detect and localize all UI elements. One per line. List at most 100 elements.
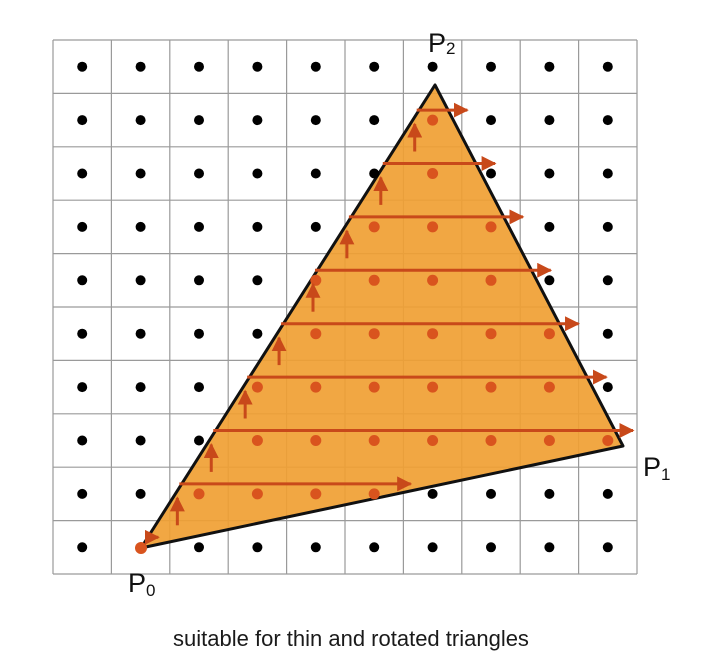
pixel-center [486, 115, 496, 126]
pixel-center [486, 488, 496, 499]
pixel-center [369, 61, 380, 72]
pixel-center [135, 115, 146, 126]
vertex-label-p1: P1 [643, 452, 671, 484]
pixel-center [135, 168, 146, 179]
covered-pixel-center [251, 381, 263, 393]
pixel-center [77, 542, 88, 553]
covered-pixel-center [193, 488, 205, 500]
covered-pixel-center [427, 221, 439, 233]
pixel-center [310, 221, 321, 232]
covered-pixel-center [427, 328, 439, 340]
pixel-center [252, 61, 263, 72]
covered-pixel-center [368, 328, 380, 340]
covered-pixel-center [427, 381, 439, 393]
pixel-center [486, 542, 496, 553]
covered-pixel-center [543, 328, 555, 340]
pixel-center [77, 435, 88, 446]
covered-pixel-center [427, 274, 439, 286]
vertex-label-p2: P2 [428, 28, 456, 58]
traversal-arrows [144, 102, 635, 545]
triangle [139, 83, 625, 550]
pixel-center [602, 168, 613, 179]
pixel-center [602, 115, 613, 126]
covered-pixel-center [368, 381, 380, 393]
covered-pixel-center [251, 488, 263, 500]
pixel-center [427, 488, 438, 499]
covered-pixel-center [251, 435, 263, 446]
pixel-center [486, 168, 496, 179]
pixel-center [77, 221, 88, 232]
pixel-center [369, 168, 380, 179]
pixel-center [135, 221, 146, 232]
pixel-center [194, 328, 204, 339]
covered-pixel-center [543, 435, 555, 446]
pixel-center [544, 115, 555, 126]
pixel-center [602, 488, 613, 499]
covered-pixel-center [427, 114, 439, 126]
pixel-center [602, 61, 613, 72]
pixel-center [77, 328, 88, 339]
pixel-center [310, 542, 321, 553]
caption: suitable for thin and rotated triangles [173, 626, 529, 651]
pixel-center [135, 435, 146, 446]
pixel-center [427, 61, 438, 72]
pixel-center [486, 61, 496, 72]
pixel-center [544, 488, 555, 499]
covered-pixel-center [543, 381, 555, 393]
pixel-center [602, 221, 613, 232]
covered-pixel-center [485, 328, 497, 340]
pixel-center [369, 115, 380, 126]
pixel-center [544, 168, 555, 179]
pixel-center [310, 61, 321, 72]
covered-pixel-center [310, 381, 322, 393]
covered-pixel-center [602, 435, 614, 446]
pixel-center [77, 61, 88, 72]
covered-pixel-center [485, 221, 497, 233]
covered-pixel-center [485, 274, 497, 286]
pixel-center [77, 488, 88, 499]
pixel-center [544, 542, 555, 553]
pixel-center [602, 328, 613, 339]
pixel-center [602, 382, 613, 393]
vertex-label-p0: P0 [128, 568, 156, 600]
pixel-center [135, 275, 146, 286]
pixel-center [369, 542, 380, 553]
pixel-center [135, 61, 146, 72]
pixel-center [77, 115, 88, 126]
pixel-center [194, 61, 204, 72]
covered-pixel-center [368, 274, 380, 286]
pixel-center [544, 221, 555, 232]
pixel-center [310, 115, 321, 126]
pixel-center [135, 382, 146, 393]
covered-pixel-center [368, 488, 380, 500]
covered-pixel-center [310, 328, 322, 340]
pixel-center [135, 488, 146, 499]
pixel-center [427, 542, 438, 553]
covered-pixel-center [310, 435, 322, 446]
covered-pixel-center [485, 381, 497, 393]
pixel-center [252, 542, 263, 553]
covered-pixel-center [368, 435, 380, 446]
pixel-center [194, 115, 204, 126]
pixel-center [194, 168, 204, 179]
pixel-center [194, 382, 204, 393]
vertex-dot-p0 [135, 542, 147, 554]
pixel-centers [77, 61, 614, 554]
covered-pixel-center [368, 221, 380, 233]
pixel-center [194, 221, 204, 232]
pixel-center [602, 275, 613, 286]
covered-pixel-center [310, 488, 322, 500]
pixel-center [77, 382, 88, 393]
pixel-center [135, 328, 146, 339]
pixel-center [310, 168, 321, 179]
pixel-center [602, 542, 613, 553]
pixel-center [194, 435, 204, 446]
covered-pixel-center [427, 168, 439, 179]
pixel-center [194, 275, 204, 286]
covered-pixel-center [485, 435, 497, 446]
pixel-center [252, 328, 263, 339]
pixel-center [544, 275, 555, 286]
covered-pixel-center [310, 274, 322, 286]
pixel-center [194, 542, 204, 553]
